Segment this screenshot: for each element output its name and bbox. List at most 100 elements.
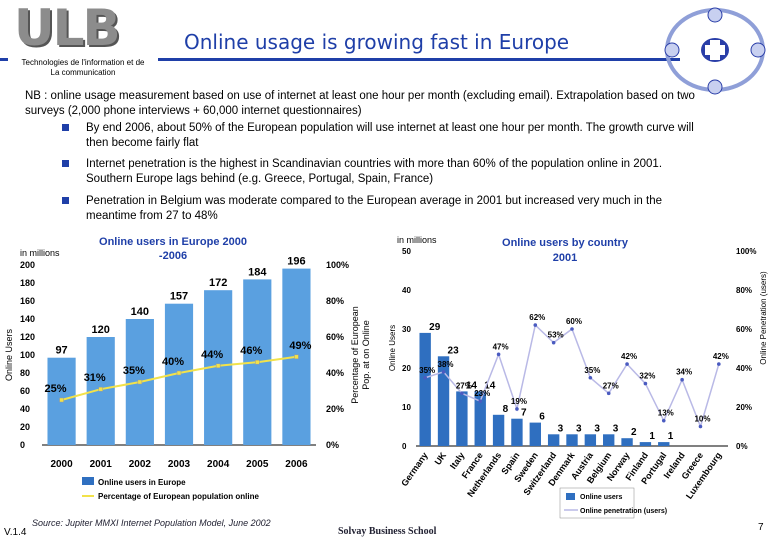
chart2-legend-swatch-bars [566, 493, 575, 500]
chart2-pen-point [533, 323, 538, 327]
chart1-y2tick: 60% [326, 332, 344, 342]
chart2-bar [529, 422, 541, 446]
chart2-pen-label: 38% [438, 360, 454, 369]
chart2-pen-label: 47% [493, 342, 509, 351]
chart1-pct-label: 35% [123, 365, 145, 377]
chart2-pen-label: 32% [639, 372, 655, 381]
chart2-pen-point [551, 340, 556, 345]
chart1-units-label: in millions [20, 248, 60, 258]
chart1-category-label: 2005 [246, 459, 269, 470]
chart1-ytick: 80 [20, 368, 30, 378]
chart2-pen-point [661, 418, 666, 423]
chart2-pen-point [643, 381, 648, 386]
chart2-pen-line [424, 323, 720, 429]
chart1-ytick: 140 [20, 314, 35, 324]
chart2-y2tick: 0% [736, 442, 748, 451]
chart1-pct-point [294, 354, 299, 360]
chart1-ytick: 120 [20, 332, 35, 342]
chart2-bar [603, 434, 615, 446]
bullet-1: By end 2006, about 50% of the European p… [86, 121, 736, 151]
chart2-bar [456, 391, 468, 446]
bullet-marker [62, 160, 69, 167]
chart1-pct-point [255, 359, 260, 365]
chart2-ytick: 20 [402, 364, 411, 373]
chart1-y2tick: 0% [326, 440, 339, 450]
chart2-bar-label: 3 [594, 423, 600, 434]
dept-line-2: La communication [50, 68, 116, 77]
chart1-category-label: 2004 [207, 459, 230, 470]
chart2-bar [621, 438, 633, 446]
chart2-bar-label: 14 [484, 380, 496, 391]
bullet-3-line-2: meantime from 27 to 48% [86, 210, 218, 222]
chart2-pen-point [698, 424, 703, 429]
chart2-ytick: 40 [402, 286, 411, 295]
chart2-pen-point [625, 362, 629, 366]
chart2-ytick: 10 [402, 403, 411, 412]
chart2-bar [639, 442, 652, 446]
intro-note: NB : online usage measurement based on u… [25, 90, 695, 117]
chart2-bar [658, 442, 670, 446]
chart2-bar-label: 8 [503, 404, 509, 415]
chart1-ytick: 60 [20, 386, 30, 396]
chart2-bar [547, 434, 560, 446]
chart1-ytick: 200 [20, 260, 35, 270]
chart1-pct-label: 46% [240, 345, 262, 357]
chart1-ytick: 40 [20, 404, 30, 414]
chart2-pen-point [588, 375, 593, 380]
chart2-pen-point [460, 391, 464, 396]
chart2-title-line-1: Online users by country [502, 237, 629, 249]
chart2-pen-label: 35% [419, 366, 435, 375]
chart2-bar [474, 391, 486, 446]
chart1-legend-swatch-bars [82, 477, 94, 485]
chart1-pct-point [98, 386, 103, 392]
chart1-y2tick: 40% [326, 368, 344, 378]
chart2-bar-label: 29 [429, 322, 441, 333]
chart1-y2tick: 100% [326, 260, 349, 270]
chart1-bar-label: 120 [92, 324, 110, 336]
chart2-pen-point [441, 370, 446, 374]
chart2-bar-label: 2 [631, 427, 637, 438]
chart2-ytick: 50 [402, 247, 411, 256]
chart2-pen-point [717, 362, 721, 366]
network-logo-icon [664, 7, 766, 95]
chart2-pen-label: 62% [529, 313, 545, 322]
chart2-y2label: Online Penetration (users) [759, 271, 768, 365]
chart2-y2tick: 80% [736, 286, 752, 295]
chart2-pen-label: 42% [621, 352, 637, 361]
chart1-title-line-2: -2006 [159, 250, 187, 262]
chart1-ytick: 20 [20, 422, 30, 432]
chart2-bar [419, 332, 431, 446]
chart1-bar-label: 196 [287, 256, 305, 268]
chart2-bar-label: 3 [558, 423, 564, 434]
chart2-bar-label: 3 [576, 423, 582, 434]
chart1-pct-label: 25% [45, 383, 67, 395]
bullet-2-line-2: Southern Europe lags behind (e.g. Greece… [86, 173, 434, 185]
chart2-pen-label: 27% [456, 381, 472, 390]
chart2-pen-label: 19% [511, 397, 527, 406]
chart1-title-line-1: Online users in Europe 2000 [99, 236, 247, 248]
chart2-pen-point [423, 375, 427, 380]
chart1-bar-label: 140 [131, 306, 149, 318]
bullet-1-line-1: By end 2006, about 50% of the European p… [86, 122, 694, 134]
chart2-pen-label: 34% [676, 368, 692, 377]
page-title: Online usage is growing fast in Europe [184, 30, 570, 54]
school-name: Solvay Business School [338, 526, 437, 537]
chart2-pen-label: 42% [713, 352, 729, 361]
chart1-y2tick: 80% [326, 296, 344, 306]
chart2-pen-label: 10% [694, 415, 710, 424]
chart2-bar-label: 1 [668, 431, 674, 442]
chart2-ytick: 30 [402, 325, 411, 334]
chart1-bar-label: 157 [170, 291, 188, 303]
chart2-legend-line: Online penetration (users) [580, 508, 667, 515]
chart1-bar-label: 184 [248, 266, 267, 278]
chart2-bar-label: 3 [613, 423, 619, 434]
chart1-bar-label: 172 [209, 277, 227, 289]
chart1-category-label: 2006 [285, 459, 308, 470]
bullet-2: Internet penetration is the highest in S… [86, 157, 736, 187]
chart1-category-label: 2002 [129, 459, 152, 470]
chart1-legend-line: Percentage of European population online [98, 492, 259, 501]
chart2-y2tick: 100% [736, 247, 756, 256]
chart2-legend-bars: Online users [580, 494, 623, 501]
chart2-bar [492, 414, 505, 446]
chart1-y2label-line-2: Pop. at on Online [361, 320, 371, 390]
